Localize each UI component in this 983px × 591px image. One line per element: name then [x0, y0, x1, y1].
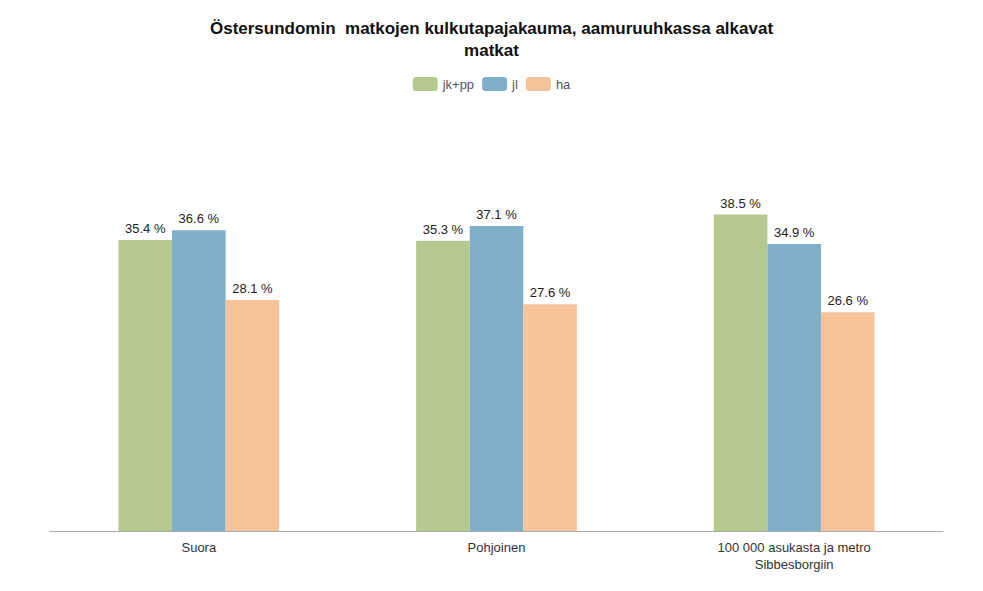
svg-text:matkat: matkat — [464, 41, 519, 60]
svg-text:Sibbesborgiin: Sibbesborgiin — [755, 557, 834, 572]
svg-text:28.1 %: 28.1 % — [232, 281, 273, 296]
svg-text:35.3 %: 35.3 % — [423, 222, 464, 237]
svg-text:36.6 %: 36.6 % — [179, 211, 220, 226]
svg-text:27.6 %: 27.6 % — [530, 285, 571, 300]
svg-text:Suora: Suora — [181, 540, 216, 555]
svg-text:38.5 %: 38.5 % — [720, 196, 761, 211]
svg-text:ha: ha — [556, 77, 571, 92]
svg-text:Pohjoinen: Pohjoinen — [468, 540, 526, 555]
svg-text:jk+pp: jk+pp — [442, 77, 474, 92]
svg-text:35.4 %: 35.4 % — [125, 221, 166, 236]
svg-text:26.6 %: 26.6 % — [828, 293, 869, 308]
svg-text:34.9 %: 34.9 % — [774, 225, 815, 240]
svg-text:37.1 %: 37.1 % — [476, 207, 517, 222]
svg-text:jl: jl — [511, 77, 518, 92]
svg-text:Östersundomin matkojen kulkut: Östersundomin matkojen kulkutapajakauma,… — [210, 19, 773, 38]
svg-text:100 000 asukasta ja metro: 100 000 asukasta ja metro — [718, 540, 871, 555]
